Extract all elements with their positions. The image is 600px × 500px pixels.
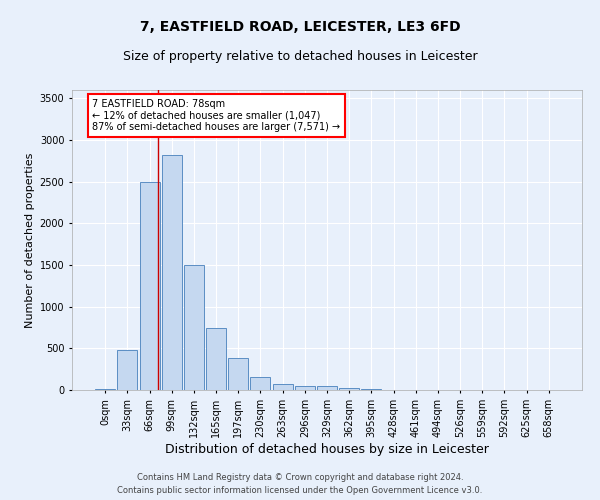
Bar [118,350,137,390]
Text: 7 EASTFIELD ROAD: 78sqm
← 12% of detached houses are smaller (1,047)
87% of semi: 7 EASTFIELD ROAD: 78sqm ← 12% of detache… [92,99,341,132]
Bar [162,155,182,390]
Bar [228,358,248,390]
Y-axis label: Number of detached properties: Number of detached properties [25,152,35,328]
Bar [272,384,293,390]
Bar [140,182,160,390]
Bar [339,388,359,390]
Text: Contains public sector information licensed under the Open Government Licence v3: Contains public sector information licen… [118,486,482,495]
Bar [317,386,337,390]
Text: Contains HM Land Registry data © Crown copyright and database right 2024.: Contains HM Land Registry data © Crown c… [137,474,463,482]
Text: 7, EASTFIELD ROAD, LEICESTER, LE3 6FD: 7, EASTFIELD ROAD, LEICESTER, LE3 6FD [140,20,460,34]
Bar [95,389,115,390]
Bar [295,386,315,390]
Bar [250,376,271,390]
Bar [206,328,226,390]
Bar [361,389,382,390]
Bar [184,265,204,390]
X-axis label: Distribution of detached houses by size in Leicester: Distribution of detached houses by size … [165,442,489,456]
Text: Size of property relative to detached houses in Leicester: Size of property relative to detached ho… [122,50,478,63]
